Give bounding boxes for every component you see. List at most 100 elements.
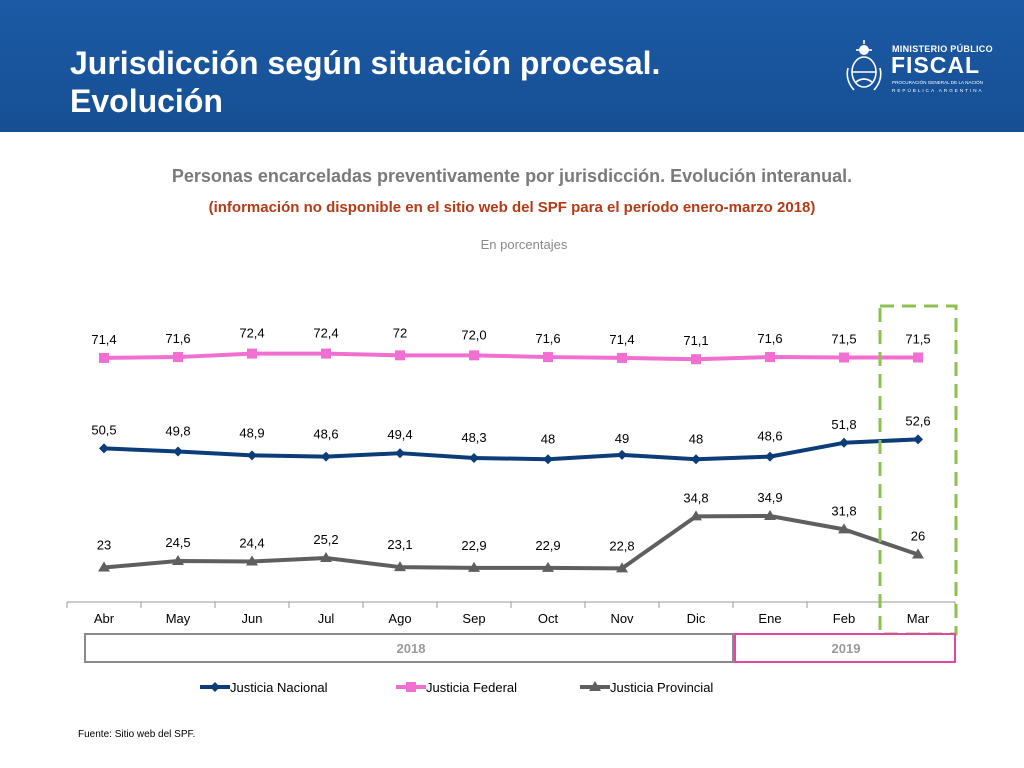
series-line [103,437,919,462]
x-tick-label: Ene [758,611,781,626]
x-tick-label: Feb [833,611,855,626]
data-point [542,561,554,572]
data-label: 72,4 [313,326,338,341]
data-point [765,352,775,363]
data-point [469,350,479,361]
data-label: 49,8 [165,423,190,438]
data-label: 48,9 [239,425,264,440]
data-label: 71,5 [831,331,856,346]
logo-text-republica: REPÚBLICA ARGENTINA [892,88,984,93]
x-tick-label: Jul [318,611,335,626]
data-point [99,443,109,454]
data-point [99,352,109,363]
data-point [98,561,110,572]
data-point [839,437,849,448]
data-label: 71,1 [683,333,708,348]
data-label: 48,3 [461,430,486,445]
x-tick-label: Dic [687,611,706,626]
data-point [690,510,702,521]
units-label: En porcentajes [480,237,568,252]
header-banner: Jurisdicción según situación procesal. E… [0,0,1024,132]
legend-label: Justicia Federal [426,680,517,695]
page-title-line1: Jurisdicción según situación procesal. [70,45,661,81]
year-2019-label: 2019 [832,641,861,656]
x-tick-label: Oct [538,611,559,626]
page-title-line2: Evolución [70,83,223,119]
data-label: 23 [97,538,111,553]
chart-note: (información no disponible en el sitio w… [208,199,816,216]
x-tick-label: Jun [242,611,263,626]
series-justicia-federal: 71,4 71,6 72,4 72,4 72 72,0 71,6 71,4 71,1 71,6 71… [91,325,931,365]
data-point [395,350,405,361]
data-point [913,434,923,445]
data-point [247,450,257,461]
data-label: 72 [393,325,407,340]
logo-text-procuracion: PROCURACIÓN GENERAL DE LA NACIÓN [892,80,983,85]
data-label: 31,8 [831,503,856,518]
series-justicia-provincial: 23 24,5 24,4 25,2 23,1 22,9 22,9 22,8 34,8 34,9 31… [97,490,925,573]
data-label: 25,2 [313,532,338,547]
data-point [543,454,553,465]
data-point [617,449,627,460]
data-point [912,548,924,559]
legend-marker [210,682,220,692]
logo-text-fiscal: FISCAL [891,52,981,78]
chart-title: Personas encarceladas preventivamente po… [171,166,853,186]
data-point [468,561,480,572]
data-label: 72,0 [461,327,486,342]
data-point [839,352,849,363]
legend-marker [406,682,416,692]
x-tick-label: Abr [94,611,115,626]
data-point [247,348,257,359]
data-label: 24,5 [165,535,190,550]
data-label: 71,4 [91,332,116,347]
data-label: 71,4 [609,332,634,347]
data-label: 51,8 [831,417,856,432]
data-label: 26 [911,529,925,544]
data-label: 22,8 [609,538,634,553]
data-point [617,352,627,363]
legend-label: Justicia Provincial [610,680,713,695]
data-label: 71,6 [165,331,190,346]
data-label: 22,9 [535,538,560,553]
data-point [691,454,701,465]
data-label: 48 [689,431,703,446]
logo-text-ministerio: MINISTERIO PÚBLICO [892,44,993,54]
data-point [764,509,776,520]
data-point [838,523,850,534]
series-line [103,513,919,571]
data-point [616,562,628,573]
data-point [691,354,701,365]
data-label: 48 [541,431,555,446]
argentina-coat-of-arms-icon [846,40,882,91]
data-point [173,446,183,457]
x-tick-label: Sep [462,611,485,626]
ministerio-publico-fiscal-logo: MINISTERIO PÚBLICO FISCAL PROCURACIÓN GE… [842,38,993,98]
legend: Justicia Nacional Justicia Federal Justici… [200,680,713,695]
data-label: 48,6 [313,427,338,442]
legend-label: Justicia Nacional [230,680,328,695]
data-label: 23,1 [387,537,412,552]
data-label: 50,5 [91,422,116,437]
data-point [395,448,405,459]
x-tick-label: Mar [907,611,930,626]
data-label: 34,8 [683,490,708,505]
data-label: 22,9 [461,538,486,553]
year-group-bar: 2018 2019 [84,633,956,663]
data-label: 24,4 [239,535,264,550]
data-label: 52,6 [905,413,930,428]
data-label: 71,5 [905,331,930,346]
data-point [172,555,184,566]
data-label: 34,9 [757,490,782,505]
series-justicia-nacional: 50,5 49,8 48,9 48,6 49,4 48,3 48 49 48 48,6 51,8 52… [91,413,931,465]
data-point [173,352,183,363]
data-point [320,551,332,562]
series-line [103,351,918,362]
page-title: Jurisdicción según situación procesal. E… [70,44,660,120]
data-label: 49,4 [387,427,412,442]
data-point [913,352,923,363]
data-label: 72,4 [239,326,264,341]
year-2018-label: 2018 [397,641,426,656]
x-tick-label: May [166,611,191,626]
